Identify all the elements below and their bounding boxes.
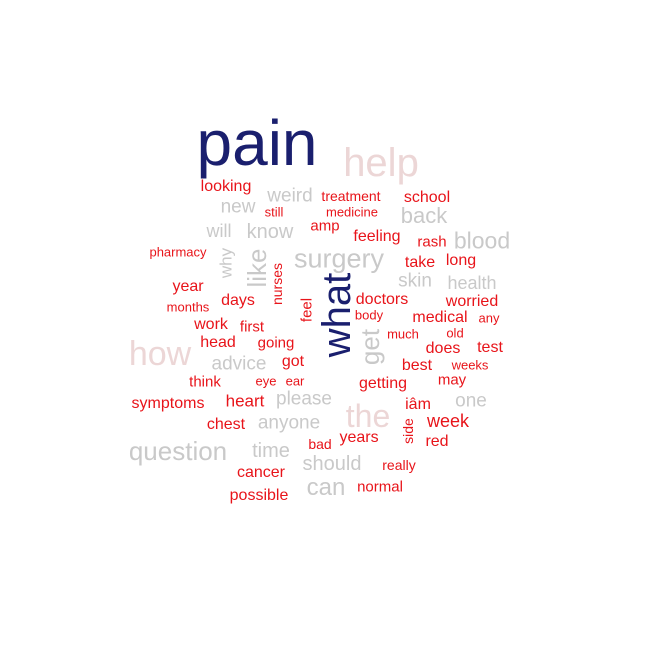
word-37: months	[166, 299, 210, 315]
word-28: still	[264, 204, 284, 220]
word-62: symptoms	[131, 395, 205, 412]
word-20: advice	[211, 353, 267, 375]
word-58: eye	[255, 373, 277, 389]
word-23: time	[252, 440, 290, 462]
word-49: old	[446, 325, 464, 341]
word-61: may	[437, 371, 467, 389]
word-69: bad	[308, 436, 332, 452]
word-60: getting	[358, 375, 408, 392]
word-71: cancer	[236, 464, 286, 481]
word-48: much	[387, 326, 419, 342]
word-66: week	[426, 411, 470, 431]
word-45: work	[194, 316, 228, 333]
word-30: amp	[310, 217, 340, 235]
word-27: school	[403, 189, 451, 206]
word-19: health	[447, 273, 497, 293]
word-47: medical	[412, 309, 468, 326]
word-26: treatment	[321, 188, 381, 204]
word-21: please	[276, 388, 332, 410]
word-15: new	[220, 196, 256, 218]
word-74: possible	[229, 487, 289, 504]
word-67: years	[339, 429, 379, 446]
word-1: help	[343, 141, 419, 185]
word-72: really	[382, 457, 416, 473]
word-32: rash	[417, 233, 447, 251]
word-52: does	[425, 340, 461, 357]
word-40: feel	[298, 297, 316, 323]
word-59: ear	[285, 373, 305, 389]
word-17: why	[216, 247, 236, 279]
word-64: iâm	[405, 396, 431, 413]
word-70: red	[425, 433, 449, 450]
word-8: question	[128, 436, 228, 466]
word-31: feeling	[353, 228, 401, 245]
word-56: weeks	[451, 357, 489, 373]
word-2: what	[315, 272, 359, 358]
word-42: worried	[445, 293, 499, 310]
word-18: skin	[398, 270, 432, 292]
word-6: like	[242, 248, 272, 288]
word-12: back	[400, 203, 448, 228]
word-39: nurses	[269, 262, 285, 306]
word-38: days	[221, 292, 255, 309]
word-5: surgery	[293, 243, 385, 274]
word-13: know	[246, 221, 294, 243]
word-33: pharmacy	[149, 244, 207, 260]
word-16: will	[206, 221, 232, 241]
word-57: think	[189, 373, 221, 391]
word-7: get	[355, 328, 385, 366]
word-22: anyone	[257, 412, 321, 434]
word-44: any	[478, 310, 500, 326]
word-54: got	[281, 353, 305, 370]
word-73: normal	[357, 478, 403, 496]
word-36: year	[172, 278, 204, 295]
word-14: weird	[267, 185, 313, 207]
word-55: best	[401, 357, 433, 374]
word-63: heart	[225, 391, 265, 411]
word-46: first	[239, 318, 265, 336]
word-51: going	[257, 334, 295, 352]
word-29: medicine	[325, 204, 379, 220]
word-4: the	[345, 398, 391, 434]
word-10: should	[302, 453, 362, 475]
word-43: body	[354, 307, 384, 323]
word-68: side	[400, 418, 416, 444]
word-11: blood	[453, 227, 511, 254]
word-24: one	[455, 390, 487, 412]
word-35: long	[445, 252, 477, 269]
word-0: pain	[196, 107, 318, 179]
word-9: can	[306, 474, 346, 501]
word-65: chest	[206, 416, 246, 433]
word-34: take	[404, 254, 436, 271]
word-50: head	[200, 334, 236, 351]
word-3: how	[128, 335, 192, 373]
word-25: looking	[200, 178, 252, 195]
word-41: doctors	[355, 291, 409, 308]
word-53: test	[477, 339, 503, 356]
